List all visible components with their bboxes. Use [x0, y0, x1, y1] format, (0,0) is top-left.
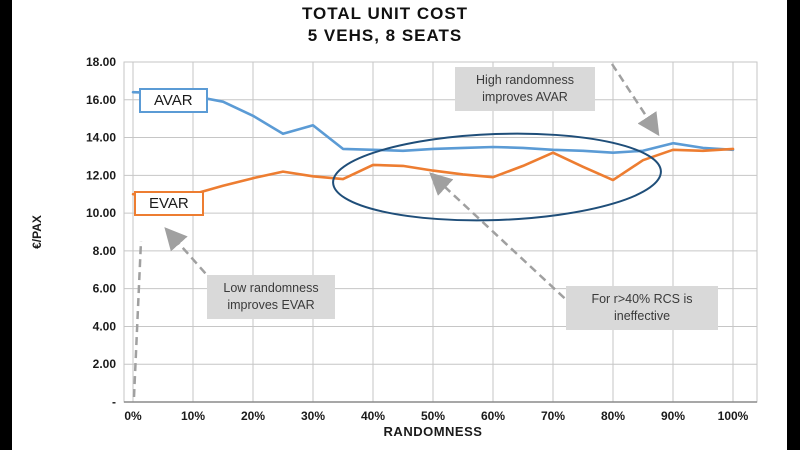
x-tick-label: 80% [601, 409, 625, 423]
letterbox-left [0, 0, 12, 450]
annotation-high-randomness: High randomness improves AVAR [455, 67, 595, 111]
y-tick-label: 4.00 [93, 319, 117, 333]
x-tick-label: 100% [718, 409, 749, 423]
x-axis-title: RANDOMNESS [383, 424, 483, 439]
plot-border [123, 61, 758, 403]
x-tick-label: 70% [541, 409, 565, 423]
annotation-low-randomness: Low randomness improves EVAR [207, 275, 335, 319]
chart-title: TOTAL UNIT COST [301, 4, 469, 23]
y-tick-label: 2.00 [93, 357, 117, 371]
letterbox-right [787, 0, 800, 450]
x-tick-label: 20% [241, 409, 265, 423]
dashed-arrow-high-randomness [610, 63, 660, 137]
chart-title-block: TOTAL UNIT COST 5 VEHS, 8 SEATS [0, 3, 770, 47]
dashed-guide-left [132, 240, 143, 398]
x-tick-label: 50% [421, 409, 445, 423]
x-tick-label: 10% [181, 409, 205, 423]
x-tick-label: 60% [481, 409, 505, 423]
annotation-rcs-ineffective: For r>40% RCS is ineffective [566, 286, 718, 330]
x-tick-label: 0% [124, 409, 142, 423]
y-tick-label: 8.00 [93, 244, 117, 258]
y-tick-label: 10.00 [86, 206, 116, 220]
dashed-arrow-rcs [429, 172, 575, 308]
series-line-avar [131, 90, 735, 154]
chart-annotations [132, 63, 662, 398]
y-tick-label: 18.00 [86, 55, 116, 69]
y-tick-label: 12.00 [86, 168, 116, 182]
emphasis-ellipse [332, 132, 662, 222]
x-tick-label: 90% [661, 409, 685, 423]
chart-subtitle: 5 VEHS, 8 SEATS [307, 26, 463, 45]
avar-series-label: AVAR [139, 88, 208, 113]
y-tick-label: 14.00 [86, 131, 116, 145]
y-tick-label: - [112, 395, 116, 409]
y-axis-title: €/PAX [30, 215, 44, 249]
series-line-evar [131, 147, 735, 197]
y-tick-label: 16.00 [86, 93, 116, 107]
x-tick-label: 30% [301, 409, 325, 423]
x-tick-label: 40% [361, 409, 385, 423]
evar-series-label: EVAR [134, 191, 204, 216]
y-tick-label: 6.00 [93, 282, 117, 296]
